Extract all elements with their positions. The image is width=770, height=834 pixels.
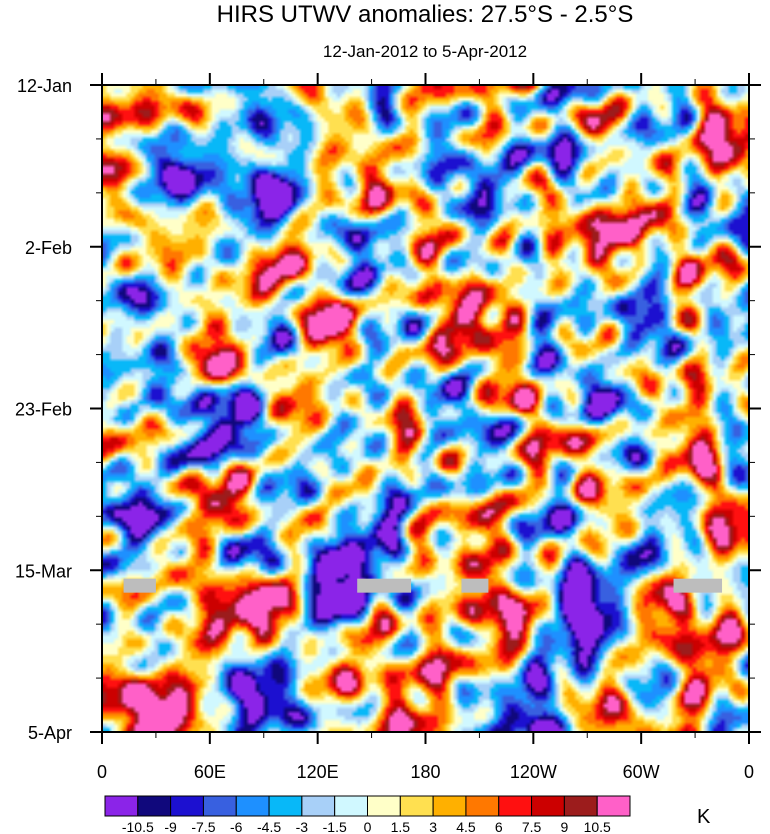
colorbar-swatch bbox=[531, 795, 565, 817]
colorbar-swatch bbox=[465, 795, 500, 817]
colorbar-swatch bbox=[563, 795, 598, 817]
y-axis: 12-Jan 2-Feb 23-Feb 15-Mar 5-Apr bbox=[15, 76, 761, 743]
y-tick-label: 5-Apr bbox=[28, 723, 72, 743]
colorbar-swatch bbox=[104, 795, 139, 817]
x-tick-label: 180 bbox=[410, 762, 440, 782]
colorbar-label: 10.5 bbox=[584, 819, 611, 834]
colorbar-swatch bbox=[596, 795, 631, 817]
colorbar-swatch bbox=[498, 795, 533, 817]
colorbar-swatch bbox=[202, 795, 237, 817]
colorbar-label: 3 bbox=[429, 819, 437, 834]
colorbar-swatch bbox=[235, 795, 270, 817]
colorbar-label: 7.5 bbox=[522, 819, 542, 834]
x-tick-label: 0 bbox=[97, 762, 107, 782]
colorbar-swatch bbox=[301, 795, 336, 817]
y-tick-label: 23-Feb bbox=[15, 400, 72, 420]
x-tick-label: 0 bbox=[744, 762, 754, 782]
colorbar-swatch bbox=[432, 795, 467, 817]
y-tick-label: 2-Feb bbox=[25, 238, 72, 258]
colorbar-label: -9 bbox=[164, 819, 177, 834]
colorbar-label: -4.5 bbox=[257, 819, 281, 834]
colorbar-swatch bbox=[137, 795, 172, 817]
colorbar-label: -1.5 bbox=[323, 819, 347, 834]
colorbar-label: 1.5 bbox=[391, 819, 411, 834]
colorbar-label: -7.5 bbox=[191, 819, 215, 834]
missing-data-layer bbox=[123, 578, 723, 593]
y-tick-label: 12-Jan bbox=[17, 76, 72, 96]
plot-area bbox=[101, 84, 750, 733]
colorbar-label: 9 bbox=[560, 819, 568, 834]
x-tick-label: 60W bbox=[623, 762, 660, 782]
missing-data-bar bbox=[123, 578, 156, 593]
colorbar-label: 4.5 bbox=[456, 819, 476, 834]
colorbar-swatch bbox=[268, 795, 303, 817]
missing-data-bar bbox=[357, 578, 412, 593]
x-axis: 0 60E 120E 180 120W 60W 0 bbox=[97, 73, 754, 782]
colorbar-swatch bbox=[367, 795, 401, 817]
chart-subtitle: 12-Jan-2012 to 5-Apr-2012 bbox=[323, 42, 527, 61]
missing-data-bar bbox=[673, 578, 723, 593]
colorbar-label: 6 bbox=[495, 819, 503, 834]
colorbar-label: -10.5 bbox=[122, 819, 154, 834]
x-tick-label: 120E bbox=[297, 762, 339, 782]
colorbar-unit-label: K bbox=[697, 806, 711, 828]
colorbar-label: -6 bbox=[230, 819, 243, 834]
colorbar: -10.5 -9 -7.5 -6 -4.5 -3 -1.5 0 1.5 3 4.5 6 7.5 9 10.5 bbox=[104, 795, 631, 834]
x-tick-label: 120W bbox=[510, 762, 557, 782]
heatmap-image bbox=[102, 85, 749, 732]
colorbar-swatch bbox=[170, 795, 204, 817]
colorbar-label: -3 bbox=[296, 819, 309, 834]
y-tick-label: 15-Mar bbox=[15, 561, 72, 581]
colorbar-swatch bbox=[334, 795, 368, 817]
colorbar-label: 0 bbox=[364, 819, 372, 834]
chart-title: HIRS UTWV anomalies: 27.5°S - 2.5°S bbox=[217, 1, 634, 28]
missing-data-bar bbox=[461, 578, 489, 593]
colorbar-swatch bbox=[399, 795, 434, 817]
x-tick-label: 60E bbox=[194, 762, 226, 782]
